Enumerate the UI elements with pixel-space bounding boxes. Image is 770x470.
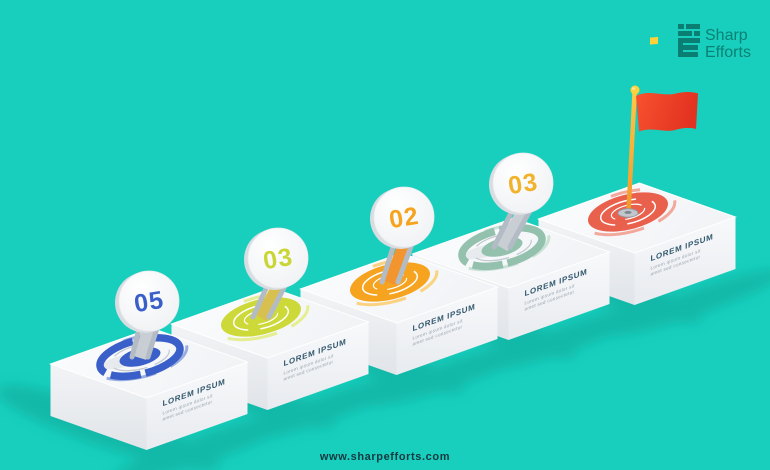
flag-ball	[630, 85, 640, 95]
step-2-disc: 03	[244, 227, 309, 290]
step-1-number: 05	[132, 286, 166, 318]
step-4-disc: 03	[489, 152, 554, 215]
brand-name-line2: Efforts	[705, 44, 751, 61]
flag-ball-highlight	[632, 87, 635, 90]
step-1-disc: 05	[115, 270, 180, 333]
step-2-front-face	[267, 322, 369, 410]
flag-badge	[650, 36, 658, 45]
step-3-disc: 02	[370, 186, 435, 249]
goal-flag-icon	[617, 36, 698, 218]
step-1: 05 LOREM IPSUM Lorem ipsum dolor sit ame…	[49, 270, 249, 450]
flag-pole	[626, 91, 637, 215]
step-3: 02 LOREM IPSUM Lorem ipsum dolor sit ame…	[299, 186, 499, 375]
step-1-left-face	[50, 364, 147, 450]
step-5-front-face	[634, 217, 736, 305]
step-2-number: 03	[261, 243, 295, 275]
website-url: www.sharpefforts.com	[319, 451, 450, 463]
brand-logo: Sharp Efforts	[678, 24, 751, 61]
step-3-number: 02	[387, 202, 421, 234]
step-4-front-face	[508, 252, 610, 340]
flag-socket	[624, 210, 632, 214]
se-monogram-icon	[678, 24, 700, 57]
brand-name-line1: Sharp	[705, 27, 748, 44]
step-1-front-face	[146, 362, 248, 450]
step-4-number: 03	[506, 168, 540, 200]
step-3-front-face	[396, 287, 498, 375]
flag-cloth	[636, 92, 698, 132]
